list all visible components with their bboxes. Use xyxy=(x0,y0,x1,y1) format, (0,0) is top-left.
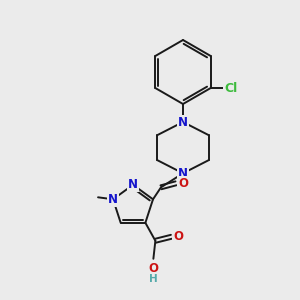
Text: N: N xyxy=(108,193,118,206)
Text: N: N xyxy=(178,167,188,180)
Text: O: O xyxy=(148,262,158,275)
Text: H: H xyxy=(149,274,158,284)
Text: O: O xyxy=(178,177,188,190)
Text: Cl: Cl xyxy=(224,82,237,94)
Text: N: N xyxy=(178,116,188,128)
Text: O: O xyxy=(173,230,183,243)
Text: N: N xyxy=(128,178,138,191)
